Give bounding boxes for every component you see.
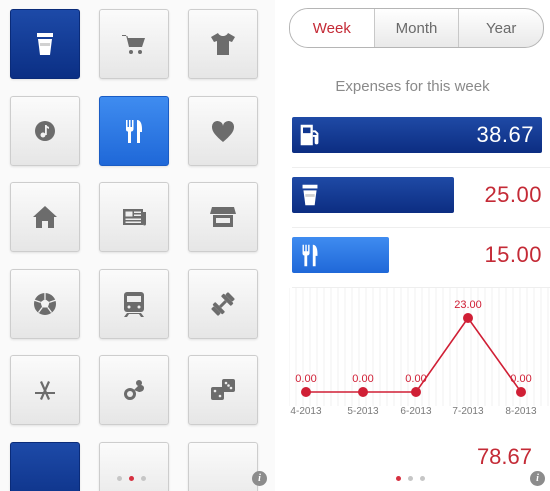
page-dot[interactable]: [408, 476, 413, 481]
category-tile[interactable]: [188, 9, 258, 79]
category-tile[interactable]: [10, 9, 80, 79]
fuel-pump-icon: [300, 124, 319, 146]
house-icon: [33, 206, 57, 228]
category-tile[interactable]: [99, 441, 169, 491]
category-tile[interactable]: [99, 355, 169, 425]
tab-month[interactable]: Month: [373, 9, 459, 47]
expense-bar: [292, 117, 542, 153]
x-tick-label: 7-2013: [452, 406, 484, 417]
category-grid-panel: i: [10, 9, 267, 491]
expenses-panel: Week Month Year Expenses for this week 3…: [275, 0, 550, 491]
app-store-icon: [35, 381, 55, 400]
x-tick-label: 4-2013: [290, 406, 322, 417]
page-dot[interactable]: [141, 476, 146, 481]
category-tile[interactable]: [188, 441, 258, 491]
coffee-cup-icon: [37, 33, 53, 55]
tshirt-icon: [211, 33, 235, 55]
monthly-trend-chart: 0.00 4-2013 0.00 5-2013 0.00 6-2013 23.00 7-201…: [289, 288, 549, 417]
newspaper-icon: [123, 209, 146, 226]
music-note-icon: [35, 120, 55, 141]
category-tile[interactable]: [99, 268, 169, 339]
x-tick-label: 8-2013: [505, 406, 537, 417]
total-value: 78.67: [476, 444, 532, 469]
page-dot[interactable]: [396, 476, 401, 481]
category-tile[interactable]: [10, 268, 80, 339]
expense-bar-row[interactable]: 38.67: [292, 117, 542, 153]
info-icon[interactable]: i: [252, 471, 267, 486]
dice-icon: [211, 379, 235, 400]
expense-bar: [292, 237, 389, 273]
data-point: [358, 387, 368, 397]
category-tile[interactable]: [10, 441, 80, 491]
pacifier-icon: [124, 380, 144, 400]
train-icon: [124, 291, 144, 317]
data-label: 0.00: [405, 373, 426, 385]
category-tile[interactable]: [188, 268, 258, 339]
fork-knife-icon: [302, 244, 318, 267]
data-label: 0.00: [295, 373, 316, 385]
data-point: [301, 387, 311, 397]
row-divider: [292, 167, 550, 168]
expense-amount: 38.67: [476, 122, 534, 147]
expenses-title: Expenses for this week: [335, 78, 490, 95]
category-tile[interactable]: [99, 9, 169, 79]
category-tile[interactable]: [188, 95, 258, 166]
data-label: 0.00: [352, 373, 373, 385]
storefront-icon: [210, 207, 236, 227]
data-point: [516, 387, 526, 397]
data-label: 23.00: [454, 299, 482, 311]
expense-bar-row[interactable]: 25.00: [292, 177, 542, 213]
data-point: [411, 387, 421, 397]
x-tick-label: 5-2013: [347, 406, 379, 417]
x-tick-label: 6-2013: [400, 406, 432, 417]
page-indicator[interactable]: [117, 476, 146, 481]
category-tile[interactable]: [188, 355, 258, 425]
expense-amount: 25.00: [484, 182, 542, 207]
data-point: [463, 313, 473, 323]
expense-bar: [292, 177, 454, 213]
category-tile[interactable]: [10, 182, 80, 252]
fork-knife-icon: [126, 119, 142, 143]
dumbbell-icon: [211, 291, 235, 316]
category-tile[interactable]: [10, 355, 80, 425]
tab-year[interactable]: Year: [458, 9, 543, 47]
category-tile[interactable]: [188, 182, 258, 252]
page-dot[interactable]: [117, 476, 122, 481]
row-divider: [292, 227, 550, 228]
page-dot[interactable]: [129, 476, 134, 481]
page-indicator[interactable]: [396, 476, 425, 481]
tab-week[interactable]: Week: [290, 9, 374, 47]
soccer-ball-icon: [34, 292, 56, 315]
page-dot[interactable]: [420, 476, 425, 481]
period-segmented-control: Week Month Year: [289, 8, 544, 48]
category-tile[interactable]: [10, 95, 80, 166]
shopping-cart-icon: [122, 35, 145, 54]
data-label: 0.00: [510, 373, 531, 385]
row-divider: [292, 287, 550, 288]
category-tile[interactable]: [99, 182, 169, 252]
heart-icon: [211, 120, 235, 142]
expense-amount: 15.00: [484, 242, 542, 267]
info-icon[interactable]: i: [530, 471, 545, 486]
expense-bar-row[interactable]: 15.00: [292, 237, 542, 273]
category-tile[interactable]: [99, 95, 169, 166]
coffee-cup-icon: [302, 184, 318, 206]
